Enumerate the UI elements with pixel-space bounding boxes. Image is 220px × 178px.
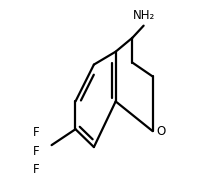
- Text: F: F: [33, 163, 39, 176]
- Text: F: F: [33, 126, 39, 139]
- Text: NH₂: NH₂: [132, 9, 155, 22]
- Text: F: F: [33, 145, 39, 158]
- Text: O: O: [156, 125, 165, 138]
